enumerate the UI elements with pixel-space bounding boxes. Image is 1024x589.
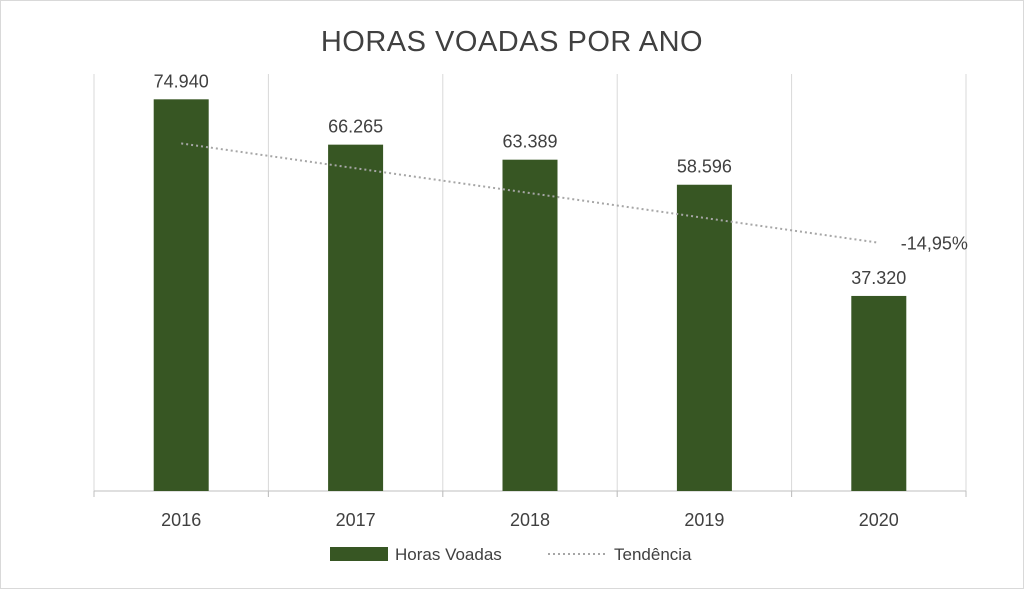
x-tick-label: 2020 <box>859 510 899 530</box>
data-label: 63.389 <box>502 132 557 152</box>
bar <box>328 144 384 491</box>
data-label: 37.320 <box>851 268 906 288</box>
x-tick-label: 2016 <box>161 510 201 530</box>
x-tick-label: 2017 <box>336 510 376 530</box>
trendline-group: -14,95% <box>181 142 968 254</box>
x-tick-label: 2018 <box>510 510 550 530</box>
data-label: 66.265 <box>328 117 383 137</box>
data-label: 74.940 <box>154 71 209 91</box>
data-label: 58.596 <box>677 157 732 177</box>
category-gridlines <box>93 74 967 497</box>
x-tick-label: 2019 <box>684 510 724 530</box>
bar <box>502 159 558 491</box>
legend-swatch-horas-voadas <box>330 547 388 561</box>
legend-label-tendencia: Tendência <box>614 545 692 564</box>
data-labels: 74.940 66.265 63.389 58.596 37.320 <box>154 71 907 288</box>
bar-series <box>153 99 907 492</box>
legend: Horas Voadas Tendência <box>330 545 692 564</box>
chart-title: HORAS VOADAS POR ANO <box>321 26 703 58</box>
legend-label-horas-voadas: Horas Voadas <box>395 545 502 564</box>
bar <box>676 184 732 492</box>
x-axis-ticks: 2016 2017 2018 2019 2020 <box>93 491 967 530</box>
bar <box>851 295 907 491</box>
trendline-label: -14,95% <box>901 234 968 254</box>
bar <box>153 99 209 491</box>
